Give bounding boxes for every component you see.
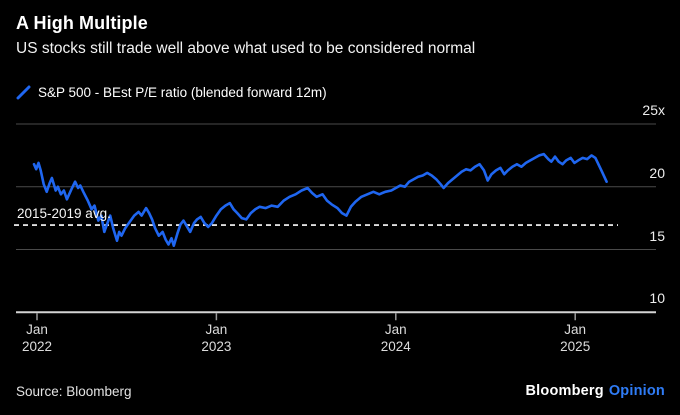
brand-opinion: Opinion	[608, 383, 665, 399]
data-line-series	[32, 152, 608, 247]
legend-line-slash-icon	[16, 85, 31, 100]
y-axis-label: 10	[649, 290, 665, 307]
x-axis-label: Jan 2022	[21, 322, 53, 355]
legend-label: S&P 500 - BEst P/E ratio (blended forwar…	[38, 84, 327, 100]
x-axis-label: Jan 2023	[201, 322, 232, 355]
y-axis-label: 15	[649, 227, 665, 244]
avg-line-label: 2015-2019 avg.	[17, 206, 111, 222]
bloomberg-opinion-logo: Bloomberg Opinion	[525, 383, 665, 399]
y-axis-label: 20	[649, 164, 665, 181]
chart-subtitle: US stocks still trade well above what us…	[16, 40, 476, 57]
y-axis-label: 25x	[642, 102, 665, 118]
brand-bloomberg: Bloomberg	[525, 383, 604, 399]
chart-title: A High Multiple	[16, 13, 148, 33]
x-axis-label: Jan 2025	[560, 322, 591, 355]
legend: S&P 500 - BEst P/E ratio (blended forwar…	[16, 84, 327, 100]
source-note: Source: Bloomberg	[16, 384, 132, 399]
x-axis-label: Jan 2024	[380, 322, 411, 355]
